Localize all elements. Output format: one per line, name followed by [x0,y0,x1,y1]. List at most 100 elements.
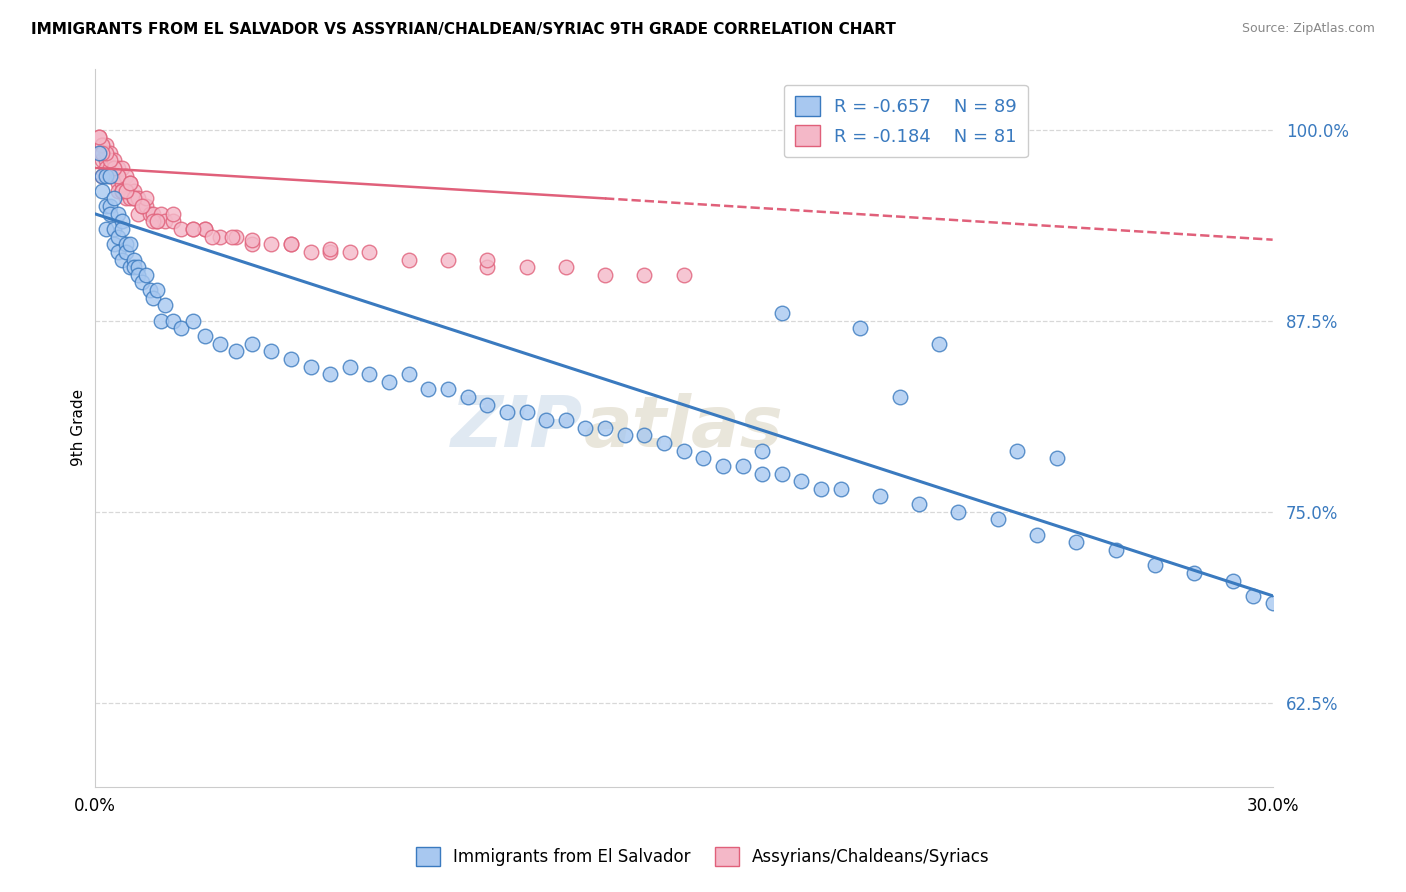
Point [115,191,138,205]
Y-axis label: 9th Grade: 9th Grade [72,389,86,467]
Point [280,351,302,366]
Point [91,169,114,183]
Point [107,184,129,198]
Point [98,161,121,175]
Point [672,268,695,282]
Point [339,359,361,374]
Point [107,176,129,190]
Point [91,145,114,160]
Point [98,207,121,221]
Point [209,229,232,244]
Point [1143,558,1166,573]
Point [118,176,141,190]
Point [87,145,110,160]
Point [170,222,193,236]
Point [146,214,169,228]
Point [146,214,169,228]
Point [127,260,149,275]
Point [111,222,134,236]
Point [201,229,224,244]
Legend: Immigrants from El Salvador, Assyrians/Chaldeans/Syriacs: Immigrants from El Salvador, Assyrians/C… [409,840,997,873]
Point [554,413,576,427]
Point [928,336,950,351]
Point [91,137,114,152]
Point [240,336,263,351]
Point [111,184,134,198]
Point [118,237,141,252]
Point [751,443,773,458]
Point [1241,589,1264,603]
Point [477,252,499,267]
Point [948,505,970,519]
Point [146,283,169,297]
Point [87,130,110,145]
Point [155,298,177,312]
Point [593,268,616,282]
Point [437,252,460,267]
Point [142,291,165,305]
Point [830,482,852,496]
Point [731,458,754,473]
Point [1007,443,1029,458]
Point [96,161,118,175]
Point [103,153,125,168]
Point [181,222,204,236]
Point [378,375,401,389]
Point [810,482,832,496]
Point [477,260,499,275]
Point [515,405,537,419]
Point [193,222,215,236]
Point [1026,527,1049,541]
Point [107,169,129,183]
Point [652,436,675,450]
Point [1182,566,1205,580]
Point [127,268,149,282]
Point [103,222,125,236]
Point [122,191,145,205]
Point [91,153,114,168]
Point [107,207,129,221]
Point [240,237,263,252]
Point [122,191,145,205]
Text: atlas: atlas [583,393,783,462]
Point [111,184,134,198]
Point [280,237,302,252]
Point [790,474,813,488]
Point [87,130,110,145]
Point [111,161,134,175]
Point [418,383,440,397]
Point [122,252,145,267]
Point [122,184,145,198]
Point [193,329,215,343]
Point [209,336,232,351]
Point [115,237,138,252]
Point [299,359,322,374]
Point [339,244,361,259]
Point [87,145,110,160]
Point [131,199,153,213]
Point [142,207,165,221]
Point [131,199,153,213]
Point [135,268,157,282]
Point [118,260,141,275]
Point [162,214,184,228]
Point [98,199,121,213]
Point [96,153,118,168]
Point [127,207,149,221]
Point [477,398,499,412]
Point [1261,596,1284,610]
Point [225,229,247,244]
Point [131,276,153,290]
Point [849,321,872,335]
Point [534,413,557,427]
Point [889,390,911,404]
Legend: R = -0.657    N = 89, R = -0.184    N = 81: R = -0.657 N = 89, R = -0.184 N = 81 [785,85,1028,157]
Point [593,420,616,434]
Point [138,283,160,297]
Point [770,306,793,320]
Point [1046,451,1069,466]
Point [240,233,263,247]
Point [225,344,247,359]
Point [319,242,342,256]
Point [155,214,177,228]
